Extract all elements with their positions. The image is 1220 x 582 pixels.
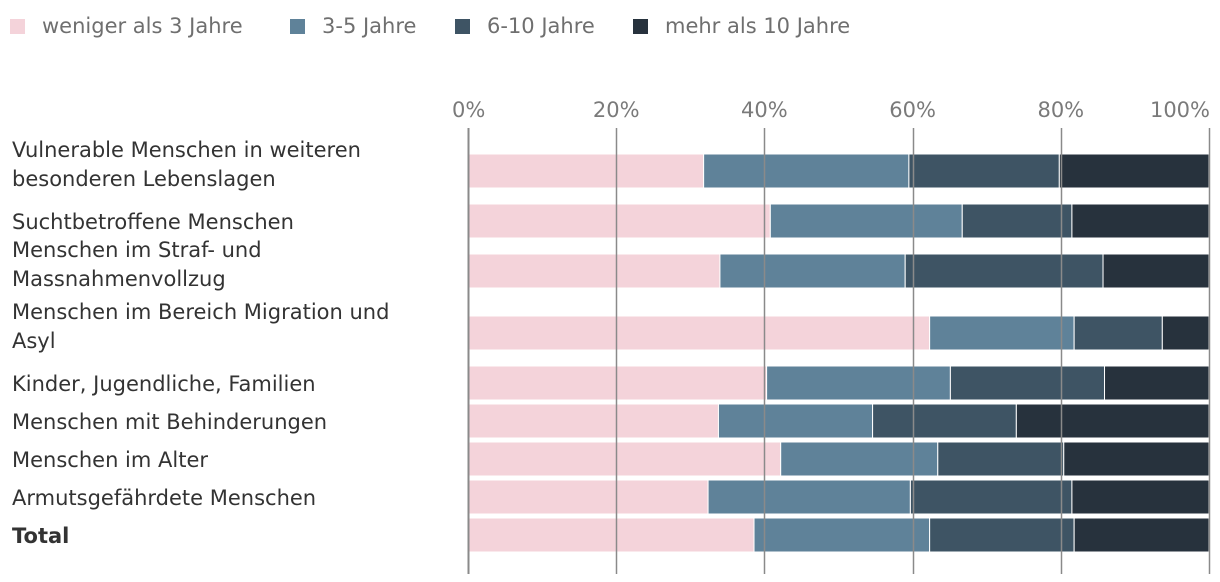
category-label-line: Kinder, Jugendliche, Familien <box>12 372 316 396</box>
bar-vulnerable-menschen-in-weiteren-besonderen-lebenslagen-mehr-als-10-jahre <box>1058 153 1210 189</box>
tick-label-0: 0% <box>452 98 485 122</box>
tick-label-80: 80% <box>1037 98 1084 122</box>
category-label-line: Menschen im Alter <box>12 448 208 472</box>
tick-label-40: 40% <box>741 98 788 122</box>
bar-menschen-im-bereich-migration-und-asyl-3-5-jahre <box>929 315 1075 351</box>
category-label-kinder-jugendliche-familien: Kinder, Jugendliche, Familien <box>12 372 316 396</box>
legend: weniger als 3 Jahre 3-5 Jahre 6-10 Jahre me… <box>10 14 850 38</box>
category-label-armutsgef-hrdete-menschen: Armutsgefährdete Menschen <box>12 486 316 510</box>
bar-menschen-mit-behinderungen-mehr-als-10-jahre <box>1015 403 1210 439</box>
category-label-line: Armutsgefährdete Menschen <box>12 486 316 510</box>
category-label-line: Suchtbetroffene Menschen <box>12 210 294 234</box>
category-label-menschen-im-straf-und-massnahmenvollzug: Menschen im Straf- und Massnahmenvollzug <box>12 238 262 291</box>
legend-swatch-6-10-jahre <box>455 19 470 34</box>
category-label-line: Vulnerable Menschen in weiteren <box>12 138 361 162</box>
bar-kinder-jugendliche-familien-3-5-jahre <box>766 365 951 401</box>
bar-vulnerable-menschen-in-weiteren-besonderen-lebenslagen-3-5-jahre <box>703 153 910 189</box>
bar-menschen-im-alter-mehr-als-10-jahre <box>1063 441 1210 477</box>
bar-vulnerable-menschen-in-weiteren-besonderen-lebenslagen-6-10-jahre <box>908 153 1060 189</box>
bar-total-mehr-als-10-jahre <box>1073 517 1210 553</box>
legend-swatch-mehr-als-10-jahre <box>633 19 648 34</box>
category-label-line: Menschen mit Behinderungen <box>12 410 327 434</box>
category-label-vulnerable-menschen-in-weiteren-besonderen-lebenslagen: Vulnerable Menschen in weiteren besondere… <box>12 138 361 191</box>
legend-label-3-5-jahre: 3-5 Jahre <box>322 14 416 38</box>
bar-armutsgef-hrdete-menschen-mehr-als-10-jahre <box>1071 479 1210 515</box>
bar-total-weniger-als-3-jahre <box>467 517 755 553</box>
legend-label-6-10-jahre: 6-10 Jahre <box>487 14 595 38</box>
category-label-line: Massnahmenvollzug <box>12 267 226 291</box>
bar-vulnerable-menschen-in-weiteren-besonderen-lebenslagen-weniger-als-3-jahre <box>467 153 705 189</box>
gridlines <box>467 128 1211 574</box>
x-axis-ticks: 0% 20% 40% 60% 80% 100% <box>452 98 1210 122</box>
bar-armutsgef-hrdete-menschen-6-10-jahre <box>909 479 1073 515</box>
category-label-menschen-im-alter: Menschen im Alter <box>12 448 208 472</box>
bar-menschen-im-alter-6-10-jahre <box>937 441 1065 477</box>
bar-total-6-10-jahre <box>929 517 1075 553</box>
tick-label-100: 100% <box>1150 98 1210 122</box>
bar-kinder-jugendliche-familien-weniger-als-3-jahre <box>467 365 768 401</box>
tick-label-20: 20% <box>593 98 640 122</box>
bar-armutsgef-hrdete-menschen-weniger-als-3-jahre <box>467 479 709 515</box>
bar-menschen-mit-behinderungen-weniger-als-3-jahre <box>467 403 719 439</box>
bar-menschen-im-bereich-migration-und-asyl-weniger-als-3-jahre <box>467 315 931 351</box>
bar-suchtbetroffene-menschen-3-5-jahre <box>769 203 963 239</box>
bar-menschen-im-straf-und-massnahmenvollzug-6-10-jahre <box>904 253 1104 289</box>
bar-menschen-im-straf-und-massnahmenvollzug-3-5-jahre <box>719 253 906 289</box>
bar-armutsgef-hrdete-menschen-3-5-jahre <box>707 479 911 515</box>
bar-menschen-im-alter-3-5-jahre <box>780 441 939 477</box>
category-label-line: Menschen im Straf- und <box>12 238 262 262</box>
category-label-menschen-im-bereich-migration-und-asyl: Menschen im Bereich Migration und Asyl <box>12 300 389 353</box>
bar-menschen-im-straf-und-massnahmenvollzug-mehr-als-10-jahre <box>1102 253 1210 289</box>
category-label-suchtbetroffene-menschen: Suchtbetroffene Menschen <box>12 210 294 234</box>
bar-suchtbetroffene-menschen-6-10-jahre <box>961 203 1073 239</box>
bar-menschen-mit-behinderungen-3-5-jahre <box>717 403 874 439</box>
bar-menschen-im-straf-und-massnahmenvollzug-weniger-als-3-jahre <box>467 253 721 289</box>
legend-swatch-weniger-als-3-jahre <box>10 19 25 34</box>
bar-menschen-im-bereich-migration-und-asyl-mehr-als-10-jahre <box>1161 315 1210 351</box>
category-label-total: Total <box>12 524 69 548</box>
bar-menschen-im-alter-weniger-als-3-jahre <box>467 441 782 477</box>
bar-menschen-im-bereich-migration-und-asyl-6-10-jahre <box>1073 315 1163 351</box>
category-label-line: Asyl <box>12 329 56 353</box>
bar-suchtbetroffene-menschen-mehr-als-10-jahre <box>1071 203 1210 239</box>
category-label-line: Total <box>12 524 69 548</box>
category-label-line: besonderen Lebenslagen <box>12 167 276 191</box>
bar-suchtbetroffene-menschen-weniger-als-3-jahre <box>467 203 771 239</box>
category-labels: Vulnerable Menschen in weiteren besondere… <box>12 138 389 548</box>
legend-label-weniger-als-3-jahre: weniger als 3 Jahre <box>42 14 243 38</box>
bar-kinder-jugendliche-familien-mehr-als-10-jahre <box>1104 365 1210 401</box>
category-label-line: Menschen im Bereich Migration und <box>12 300 389 324</box>
legend-swatch-3-5-jahre <box>290 19 305 34</box>
bars <box>467 153 1210 553</box>
tick-label-60: 60% <box>889 98 936 122</box>
bar-total-3-5-jahre <box>753 517 931 553</box>
bar-kinder-jugendliche-familien-6-10-jahre <box>949 365 1106 401</box>
category-label-menschen-mit-behinderungen: Menschen mit Behinderungen <box>12 410 327 434</box>
legend-label-mehr-als-10-jahre: mehr als 10 Jahre <box>665 14 850 38</box>
bar-menschen-mit-behinderungen-6-10-jahre <box>872 403 1017 439</box>
